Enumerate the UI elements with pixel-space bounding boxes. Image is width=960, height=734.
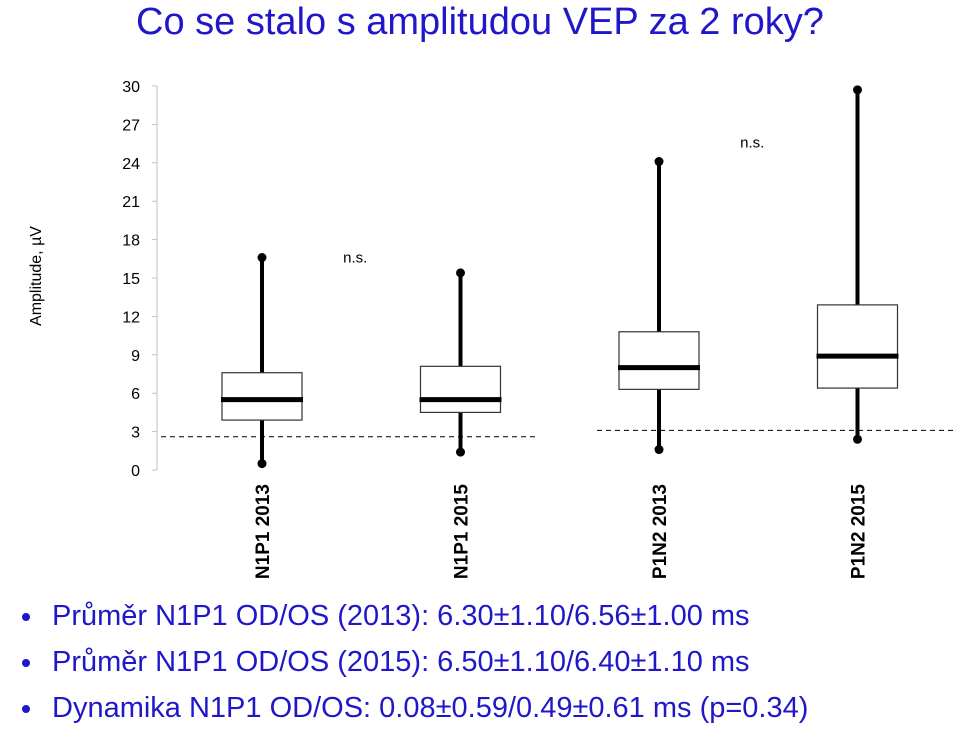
y-tick-label: 21 (122, 194, 140, 211)
max-point (456, 268, 465, 278)
significance-annotation: n.s. (343, 250, 367, 267)
min-point (853, 434, 862, 444)
box-plot-chart: 0 3 6 9 12 15 18 21 24 27 30 Amplitude, µV N1P1 2013… (28, 79, 957, 580)
box-iqr (816, 304, 899, 389)
bullet-text: Průměr N1P1 OD/OS (2015): 6.50±1.10/6.40… (52, 646, 750, 678)
page-title: Co se stalo s amplitudou VEP za 2 roky? (136, 1, 824, 43)
x-tick-label: N1P1 2015 (452, 484, 473, 580)
y-tick-label: 30 (122, 79, 140, 96)
min-point (257, 459, 267, 469)
y-tick-label: 6 (131, 386, 140, 403)
x-tick-label: N1P1 2013 (253, 484, 274, 579)
summary-bullets: Průměr N1P1 OD/OS (2013): 6.30±1.10/6.56… (20, 596, 808, 734)
bullet-text: Průměr N1P1 OD/OS (2013): 6.30±1.10/6.56… (52, 600, 750, 632)
y-tick-label: 18 (122, 233, 140, 250)
y-tick-label: 3 (131, 425, 140, 442)
box-iqr (618, 331, 700, 390)
y-tick-label: 15 (122, 271, 140, 288)
bullet-item: Průměr N1P1 OD/OS (2015): 6.50±1.10/6.40… (20, 642, 808, 688)
max-point (654, 157, 664, 167)
bullet-item: Průměr N1P1 OD/OS (2013): 6.30±1.10/6.56… (20, 596, 808, 642)
y-tick-label: 9 (131, 348, 140, 365)
bullet-dot (22, 613, 30, 621)
max-point (853, 85, 862, 95)
y-tick-label: 12 (122, 309, 140, 326)
y-axis-label: Amplitude, µV (28, 226, 45, 326)
max-point (257, 253, 267, 263)
box-iqr (419, 365, 502, 414)
y-tick-label: 24 (122, 156, 140, 173)
box-iqr (221, 372, 303, 421)
min-point (654, 445, 664, 455)
significance-annotation: n.s. (740, 134, 764, 151)
min-point (456, 447, 465, 457)
bullet-dot (22, 705, 30, 713)
bullet-dot (22, 659, 30, 667)
x-tick-label: P1N2 2015 (849, 484, 870, 580)
bullet-item: Dynamika N1P1 OD/OS: 0.08±0.59/0.49±0.61… (20, 688, 808, 734)
y-tick-label: 27 (122, 117, 140, 134)
x-tick-label: P1N2 2013 (650, 484, 671, 579)
y-tick-label: 0 (131, 463, 140, 480)
bullet-text: Dynamika N1P1 OD/OS: 0.08±0.59/0.49±0.61… (52, 692, 809, 724)
